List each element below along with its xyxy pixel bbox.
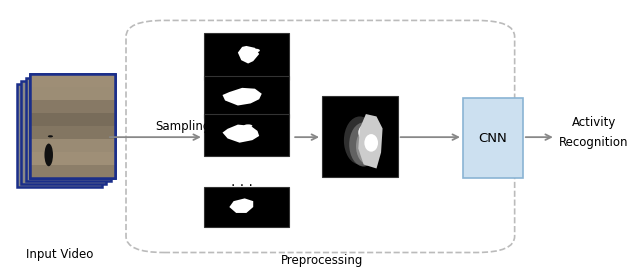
Text: Input Video: Input Video	[26, 248, 93, 261]
Bar	[30, 139, 115, 152]
Bar	[204, 187, 289, 227]
Bar	[30, 165, 115, 178]
Ellipse shape	[358, 124, 374, 140]
Bar	[463, 98, 523, 178]
Text: Frames: Frames	[339, 139, 381, 152]
Bar	[30, 152, 115, 165]
Ellipse shape	[250, 49, 260, 53]
Ellipse shape	[349, 122, 378, 166]
Circle shape	[48, 135, 53, 137]
Polygon shape	[358, 114, 383, 168]
Text: Sum of: Sum of	[339, 106, 381, 119]
Ellipse shape	[362, 129, 381, 157]
Ellipse shape	[244, 124, 252, 127]
Bar	[17, 84, 102, 187]
Bar	[30, 126, 115, 139]
Bar	[30, 113, 115, 126]
Ellipse shape	[344, 116, 376, 165]
Bar	[204, 76, 289, 118]
Bar	[30, 87, 115, 100]
Bar	[204, 33, 289, 80]
Bar	[30, 75, 115, 178]
Bar	[322, 96, 397, 176]
Polygon shape	[229, 198, 253, 213]
Ellipse shape	[364, 134, 378, 152]
Bar	[21, 81, 106, 184]
Text: Activity: Activity	[572, 116, 616, 129]
Polygon shape	[238, 46, 259, 63]
Bar	[30, 75, 115, 178]
Polygon shape	[223, 88, 262, 106]
Text: CNN: CNN	[478, 132, 507, 145]
FancyBboxPatch shape	[126, 20, 515, 253]
Bar	[204, 114, 289, 156]
Bar	[30, 75, 115, 87]
Polygon shape	[223, 125, 259, 143]
Bar	[30, 100, 115, 113]
Text: Weighted: Weighted	[332, 122, 388, 135]
Text: Recognition: Recognition	[559, 136, 628, 149]
Ellipse shape	[356, 128, 379, 164]
Bar	[30, 75, 115, 178]
Text: Preprocessing: Preprocessing	[281, 255, 363, 267]
Text: . . .: . . .	[230, 175, 253, 189]
Ellipse shape	[44, 143, 53, 166]
Bar	[26, 78, 111, 181]
Text: Sampling: Sampling	[155, 120, 211, 133]
